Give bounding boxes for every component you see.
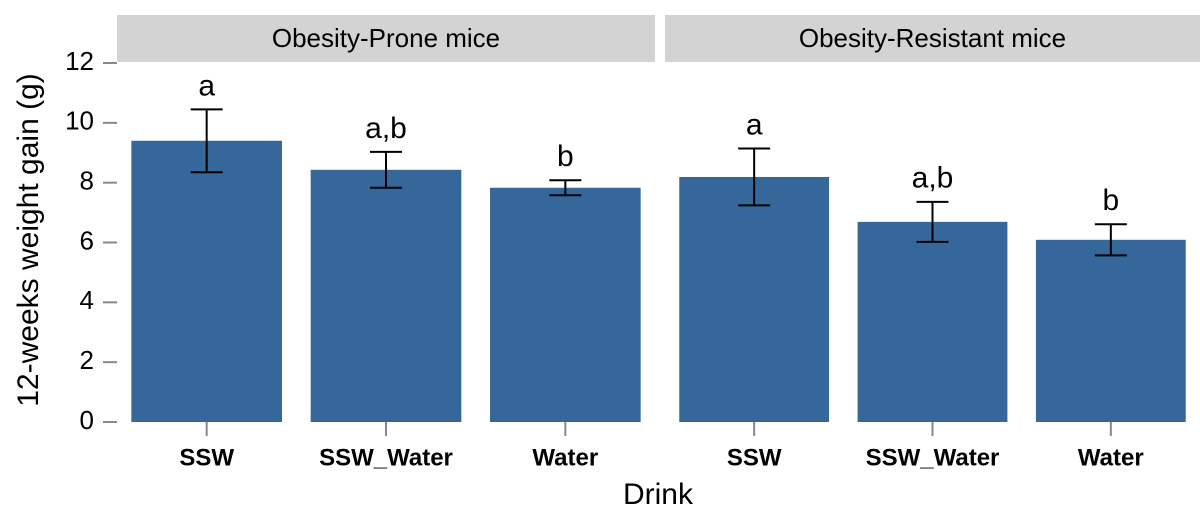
bar <box>1035 239 1186 422</box>
bar <box>857 221 1008 422</box>
y-tick-label: 0 <box>80 405 94 435</box>
y-tick-label: 10 <box>65 106 94 136</box>
error-bar <box>370 150 402 189</box>
significance-label: b <box>557 140 574 173</box>
significance-label: b <box>1102 184 1119 217</box>
bar <box>679 176 830 422</box>
bar <box>310 169 462 422</box>
y-tick-label: 12 <box>65 46 94 76</box>
x-tick-label: Water <box>1078 444 1144 471</box>
facet-title: Obesity-Prone mice <box>272 23 500 53</box>
x-axis-title: Drink <box>623 478 694 511</box>
significance-label: a,b <box>365 112 407 145</box>
significance-label: a <box>746 108 763 141</box>
error-bar <box>738 147 771 207</box>
y-tick-label: 2 <box>80 345 94 375</box>
y-axis-title: 12-weeks weight gain (g) <box>12 73 45 407</box>
facet-strip <box>665 15 1200 62</box>
y-tick-label: 4 <box>80 285 94 315</box>
bar <box>131 140 282 423</box>
significance-label: a,b <box>912 162 954 195</box>
significance-label: a <box>198 69 215 102</box>
bar <box>490 187 641 422</box>
x-tick-label: SSW <box>727 444 782 471</box>
x-tick-label: Water <box>532 444 598 471</box>
x-tick-label: SSW <box>179 444 234 471</box>
x-tick-label: SSW_Water <box>866 444 1000 471</box>
y-tick-label: 6 <box>80 225 94 255</box>
y-tick-label: 8 <box>80 166 94 196</box>
error-bar <box>549 179 582 197</box>
facet-title: Obesity-Resistant mice <box>799 23 1066 53</box>
error-bar <box>1094 223 1127 257</box>
facet-strip <box>117 15 655 62</box>
x-tick-label: SSW_Water <box>319 444 453 471</box>
error-bar <box>916 200 949 243</box>
error-bar <box>190 108 223 174</box>
